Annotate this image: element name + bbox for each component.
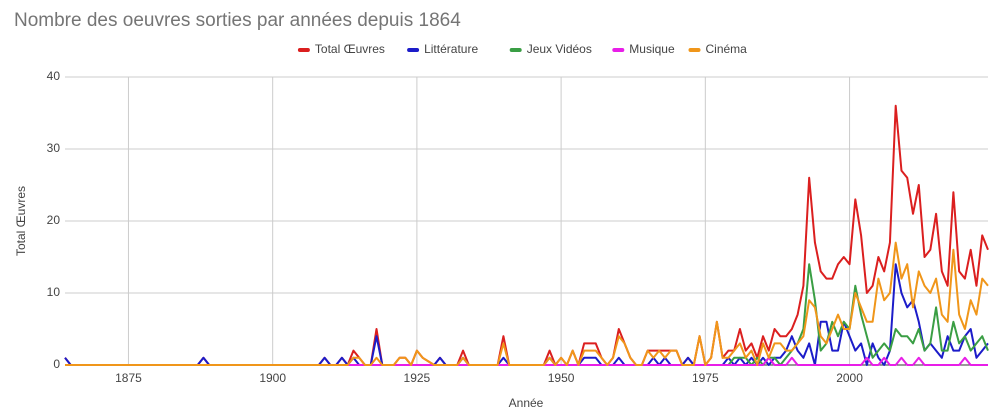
legend-label: Cinéma bbox=[706, 42, 748, 56]
x-axis-title: Année bbox=[509, 396, 544, 410]
legend-label: Musique bbox=[629, 42, 675, 56]
x-tick-label: 1950 bbox=[548, 371, 575, 385]
y-tick-label: 40 bbox=[47, 69, 61, 83]
y-axis-title: Total Œuvres bbox=[14, 186, 28, 256]
data-line bbox=[65, 241, 989, 366]
legend-label: Jeux Vidéos bbox=[527, 42, 592, 56]
legend-label: Total Œuvres bbox=[315, 42, 385, 56]
x-tick-label: 1925 bbox=[404, 371, 431, 385]
y-tick-label: 20 bbox=[47, 213, 61, 227]
chart-title: Nombre des oeuvres sorties par années de… bbox=[14, 10, 461, 31]
legend-label: Littérature bbox=[424, 42, 478, 56]
x-tick-label: 1975 bbox=[692, 371, 719, 385]
y-tick-label: 10 bbox=[47, 285, 61, 299]
y-tick-label: 30 bbox=[47, 141, 61, 155]
x-tick-label: 1900 bbox=[259, 371, 286, 385]
data-line bbox=[65, 356, 988, 366]
x-tick-label: 2000 bbox=[836, 371, 863, 385]
x-tick-label: 1875 bbox=[115, 371, 142, 385]
y-tick-label: 0 bbox=[53, 357, 60, 371]
